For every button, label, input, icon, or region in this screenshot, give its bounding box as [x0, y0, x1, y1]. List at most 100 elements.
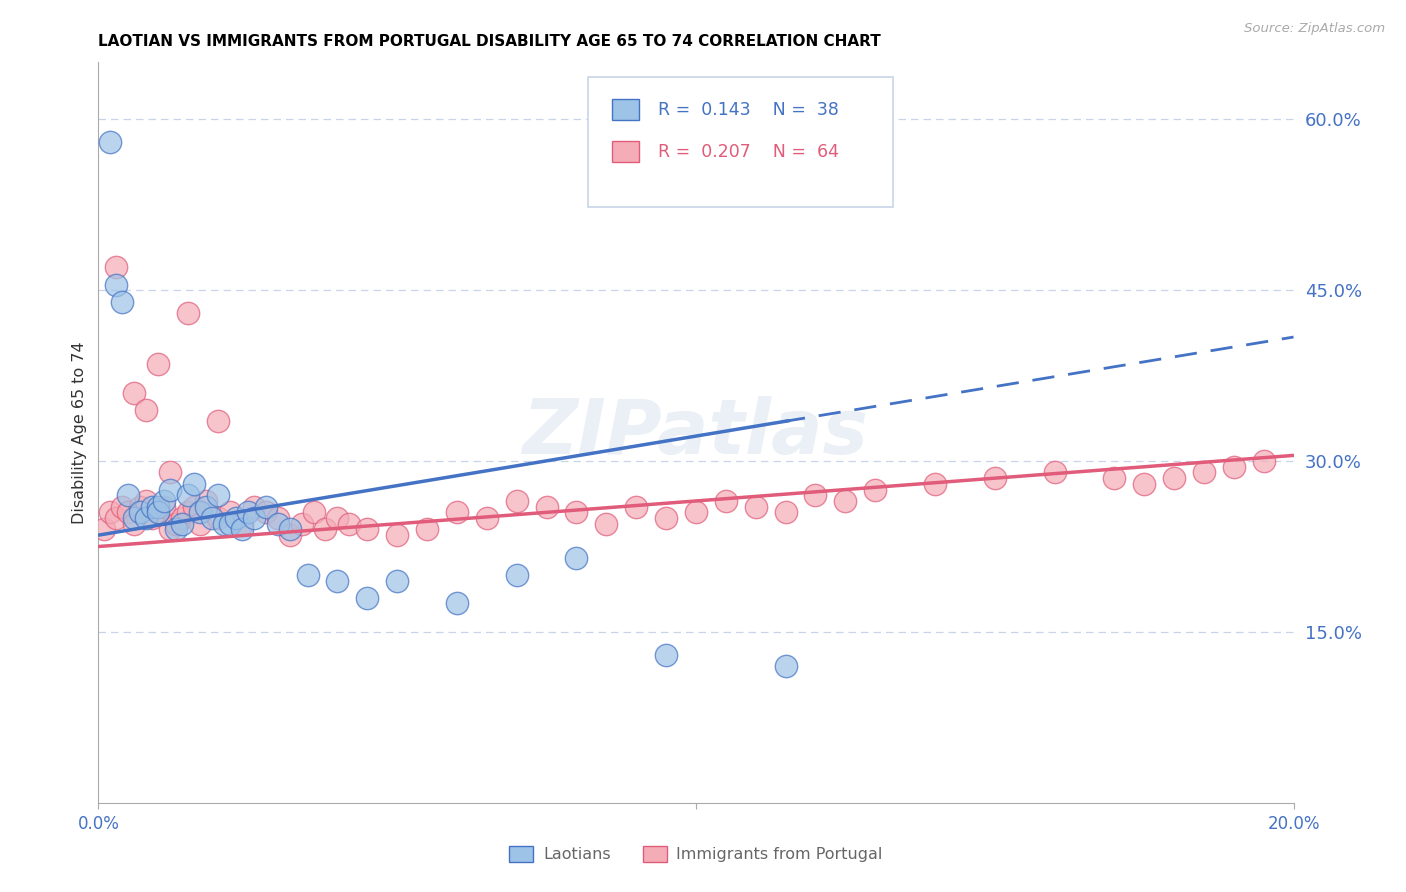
- Point: [111, 500, 134, 514]
- Point: [207, 414, 229, 428]
- FancyBboxPatch shape: [589, 78, 893, 207]
- Point: [195, 494, 218, 508]
- Point: [153, 494, 176, 508]
- Point: [254, 500, 277, 514]
- Point: [201, 511, 224, 525]
- Point: [135, 511, 157, 525]
- Point: [278, 523, 301, 537]
- Point: [804, 488, 827, 502]
- Point: [177, 505, 200, 519]
- Y-axis label: Disability Age 65 to 74: Disability Age 65 to 74: [72, 342, 87, 524]
- Point: [93, 523, 115, 537]
- Point: [291, 516, 314, 531]
- Point: [315, 523, 337, 537]
- Point: [207, 511, 229, 525]
- Point: [278, 528, 301, 542]
- Point: [302, 505, 325, 519]
- Point: [188, 516, 211, 531]
- Point: [141, 500, 163, 514]
- Point: [148, 505, 170, 519]
- Point: [98, 135, 122, 149]
- Point: [159, 466, 181, 480]
- FancyBboxPatch shape: [613, 141, 638, 162]
- Point: [326, 574, 349, 588]
- Point: [105, 277, 128, 292]
- Point: [297, 568, 319, 582]
- Point: [219, 516, 242, 531]
- Point: [129, 505, 152, 519]
- Point: [153, 500, 176, 514]
- Point: [135, 402, 157, 417]
- Point: [565, 505, 588, 519]
- Point: [326, 511, 349, 525]
- Point: [1104, 471, 1126, 485]
- Point: [141, 511, 163, 525]
- Point: [177, 306, 200, 320]
- Text: Source: ZipAtlas.com: Source: ZipAtlas.com: [1244, 22, 1385, 36]
- Point: [254, 505, 277, 519]
- Point: [231, 523, 253, 537]
- Point: [775, 505, 797, 519]
- Point: [385, 528, 409, 542]
- Point: [865, 483, 887, 497]
- Point: [148, 357, 170, 371]
- Point: [172, 511, 194, 525]
- Point: [984, 471, 1007, 485]
- Point: [129, 500, 152, 514]
- Point: [506, 494, 529, 508]
- Point: [225, 511, 247, 525]
- Point: [159, 523, 181, 537]
- Point: [159, 483, 181, 497]
- Legend: Laotians, Immigrants from Portugal: Laotians, Immigrants from Portugal: [503, 839, 889, 869]
- Point: [745, 500, 768, 514]
- Point: [834, 494, 856, 508]
- Point: [212, 516, 235, 531]
- Point: [385, 574, 409, 588]
- Point: [1223, 459, 1246, 474]
- Point: [685, 505, 707, 519]
- Point: [565, 550, 588, 565]
- Point: [195, 500, 218, 514]
- Point: [356, 591, 378, 605]
- Point: [475, 511, 498, 525]
- Point: [165, 523, 187, 537]
- Point: [446, 505, 468, 519]
- Point: [1163, 471, 1185, 485]
- Point: [267, 516, 290, 531]
- Point: [655, 648, 678, 662]
- Point: [124, 511, 146, 525]
- Point: [219, 505, 242, 519]
- Point: [207, 488, 229, 502]
- Point: [1253, 454, 1275, 468]
- Point: [148, 505, 170, 519]
- Text: ZIPatlas: ZIPatlas: [523, 396, 869, 469]
- Point: [536, 500, 558, 514]
- Point: [98, 505, 122, 519]
- Point: [714, 494, 737, 508]
- Point: [165, 516, 187, 531]
- Point: [243, 500, 266, 514]
- Point: [117, 505, 139, 519]
- Point: [506, 568, 529, 582]
- Point: [595, 516, 617, 531]
- Point: [416, 523, 439, 537]
- Point: [356, 523, 378, 537]
- Point: [1133, 476, 1156, 491]
- FancyBboxPatch shape: [613, 99, 638, 120]
- Point: [626, 500, 648, 514]
- Point: [236, 505, 259, 519]
- Point: [172, 516, 194, 531]
- Text: LAOTIAN VS IMMIGRANTS FROM PORTUGAL DISABILITY AGE 65 TO 74 CORRELATION CHART: LAOTIAN VS IMMIGRANTS FROM PORTUGAL DISA…: [98, 34, 882, 49]
- Point: [124, 385, 146, 400]
- Point: [243, 511, 266, 525]
- Point: [446, 597, 468, 611]
- Point: [105, 260, 128, 275]
- Point: [183, 476, 205, 491]
- Point: [924, 476, 946, 491]
- Point: [267, 511, 290, 525]
- Point: [135, 494, 157, 508]
- Point: [148, 500, 170, 514]
- Point: [177, 488, 200, 502]
- Point: [111, 294, 134, 309]
- Point: [775, 659, 797, 673]
